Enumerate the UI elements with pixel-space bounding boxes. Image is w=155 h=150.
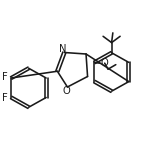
Text: O: O bbox=[101, 58, 109, 68]
Text: N: N bbox=[59, 45, 66, 54]
Text: F: F bbox=[2, 93, 8, 103]
Text: O: O bbox=[63, 86, 71, 96]
Text: F: F bbox=[2, 72, 8, 82]
